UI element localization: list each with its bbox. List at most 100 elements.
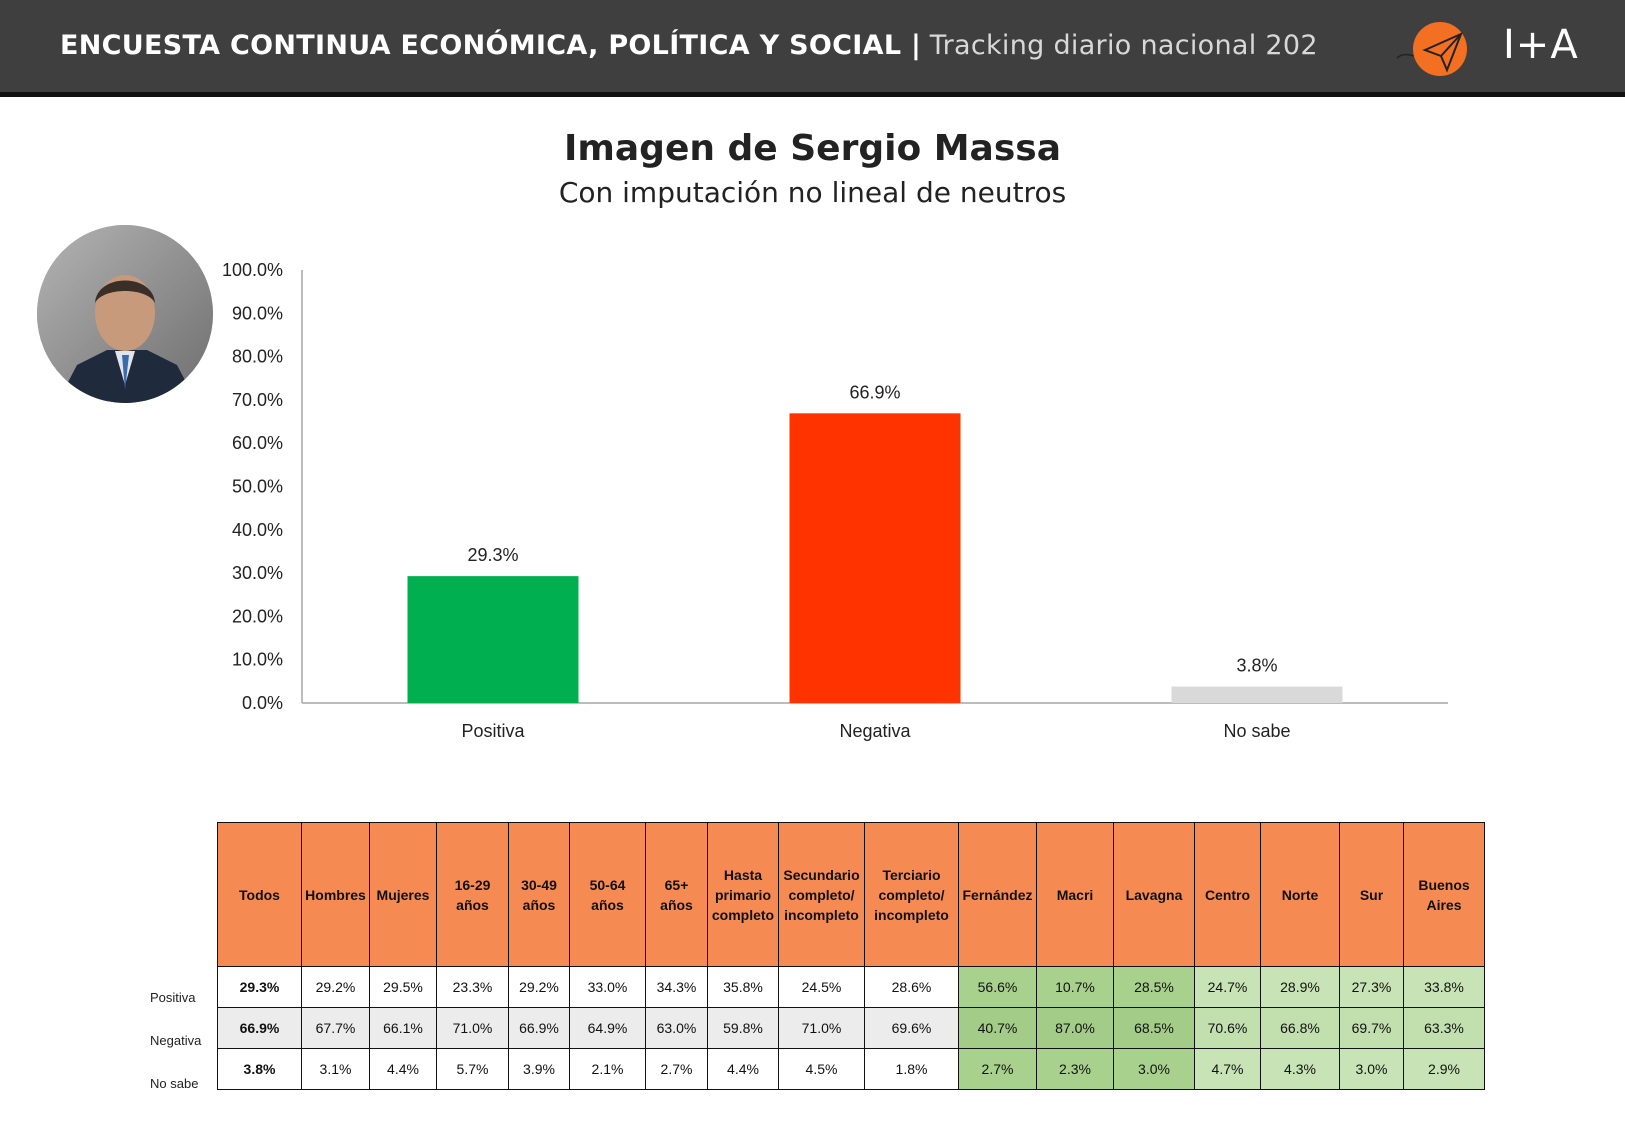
table-cell: 29.3% <box>217 966 302 1008</box>
x-tick-label-no-sabe: No sabe <box>1223 721 1290 741</box>
table-row: 29.3% 29.2% 29.5% 23.3% 29.2% 33.0% 34.3% 35.8%… <box>217 966 1485 1008</box>
table-cell: 28.9% <box>1260 966 1340 1008</box>
table-row: 3.8% 3.1% 4.4% 5.7% 3.9% 2.1% 2.7% 4.4% 4.5% 1.8%… <box>217 1048 1485 1090</box>
bar-positiva <box>407 576 579 703</box>
chart-title: Imagen de Sergio Massa <box>563 128 1061 169</box>
y-tick-label: 50.0% <box>232 477 283 497</box>
data-label-positiva: 29.3% <box>467 545 518 565</box>
table-cell: 3.0% <box>1113 1048 1195 1090</box>
table-cell: 29.5% <box>369 966 437 1008</box>
table-cell: 33.0% <box>569 966 646 1008</box>
column-header: 16-29 años <box>436 822 509 967</box>
table-cell: 56.6% <box>958 966 1037 1008</box>
table-cell: 3.8% <box>217 1048 302 1090</box>
table-cell: 4.4% <box>707 1048 779 1090</box>
table-cell: 87.0% <box>1036 1007 1114 1049</box>
table-cell: 70.6% <box>1194 1007 1261 1049</box>
table-cell: 3.9% <box>508 1048 570 1090</box>
row-label-negativa: Negativa <box>150 1033 202 1048</box>
table-cell: 2.7% <box>958 1048 1037 1090</box>
table-cell: 34.3% <box>645 966 708 1008</box>
header-title-sub: Tracking diario nacional 202 <box>929 30 1318 61</box>
table-cell: 35.8% <box>707 966 779 1008</box>
column-header: Lavagna <box>1113 822 1195 967</box>
table-cell: 2.7% <box>645 1048 708 1090</box>
x-axis-labels: Positiva Negativa No sabe <box>461 721 1290 741</box>
y-tick-label: 0.0% <box>242 693 283 713</box>
table-cell: 71.0% <box>778 1007 865 1049</box>
row-label-no-sabe: No sabe <box>150 1076 199 1091</box>
y-tick-label: 100.0% <box>222 260 283 280</box>
table-cell: 28.5% <box>1113 966 1195 1008</box>
paper-plane-logo-icon <box>1396 22 1467 76</box>
y-tick-label: 80.0% <box>232 347 283 367</box>
y-tick-label: 70.0% <box>232 390 283 410</box>
logo-text: I+A <box>1503 22 1579 68</box>
table-cell: 4.4% <box>369 1048 437 1090</box>
y-tick-label: 40.0% <box>232 520 283 540</box>
table-cell: 29.2% <box>508 966 570 1008</box>
table-cell: 4.3% <box>1260 1048 1340 1090</box>
table-cell: 66.1% <box>369 1007 437 1049</box>
table-cell: 4.5% <box>778 1048 865 1090</box>
column-header: Hasta primario completo <box>707 822 779 967</box>
bars-group: 29.3% 66.9% 3.8% <box>407 382 1343 703</box>
table-cell: 24.5% <box>778 966 865 1008</box>
table-cell: 33.8% <box>1403 966 1485 1008</box>
header-title: ENCUESTA CONTINUA ECONÓMICA, POLÍTICA Y … <box>60 30 1318 61</box>
y-tick-label: 90.0% <box>232 303 283 323</box>
table-cell: 2.9% <box>1403 1048 1485 1090</box>
portrait-photo <box>37 225 213 403</box>
table-row: 66.9% 67.7% 66.1% 71.0% 66.9% 64.9% 63.0% 59.8%… <box>217 1007 1485 1049</box>
column-header: Secundario completo/ incompleto <box>778 822 865 967</box>
table-cell: 63.0% <box>645 1007 708 1049</box>
bar-no-sabe <box>1171 686 1343 703</box>
table-cell: 59.8% <box>707 1007 779 1049</box>
table-cell: 71.0% <box>436 1007 509 1049</box>
column-header: 50-64 años <box>569 822 646 967</box>
table-cell: 3.1% <box>301 1048 370 1090</box>
table-cell: 29.2% <box>301 966 370 1008</box>
y-tick-label: 60.0% <box>232 433 283 453</box>
table-cell: 4.7% <box>1194 1048 1261 1090</box>
header-title-main: ENCUESTA CONTINUA ECONÓMICA, POLÍTICA Y … <box>60 30 922 61</box>
x-tick-label-positiva: Positiva <box>461 721 525 741</box>
column-header: Centro <box>1194 822 1261 967</box>
table-cell: 63.3% <box>1403 1007 1485 1049</box>
table-cell: 64.9% <box>569 1007 646 1049</box>
column-header: Terciario completo/ incompleto <box>864 822 959 967</box>
table-cell: 67.7% <box>301 1007 370 1049</box>
crosstab-table: Todos Hombres Mujeres 16-29 años 30-49 años 5… <box>217 822 1485 1090</box>
table-cell: 40.7% <box>958 1007 1037 1049</box>
x-tick-label-negativa: Negativa <box>839 721 911 741</box>
table-cell: 69.6% <box>864 1007 959 1049</box>
table-cell: 27.3% <box>1339 966 1404 1008</box>
column-header: Hombres <box>301 822 370 967</box>
column-header: Todos <box>217 822 302 967</box>
y-tick-label: 20.0% <box>232 606 283 626</box>
table-cell: 2.3% <box>1036 1048 1114 1090</box>
column-header: 30-49 años <box>508 822 570 967</box>
header-bar: ENCUESTA CONTINUA ECONÓMICA, POLÍTICA Y … <box>0 0 1625 97</box>
column-header: Sur <box>1339 822 1404 967</box>
person-photo-icon <box>37 225 213 403</box>
table-cell: 28.6% <box>864 966 959 1008</box>
table-header-row: Todos Hombres Mujeres 16-29 años 30-49 años 5… <box>217 822 1485 967</box>
column-header: 65+ años <box>645 822 708 967</box>
bar-chart: 0.0% 10.0% 20.0% 30.0% 40.0% 50.0% 60.0% 70.0% 8… <box>222 260 1448 741</box>
column-header: Buenos Aires <box>1403 822 1485 967</box>
y-tick-label: 30.0% <box>232 563 283 583</box>
data-label-negativa: 66.9% <box>849 382 900 402</box>
column-header: Mujeres <box>369 822 437 967</box>
table-cell: 66.9% <box>508 1007 570 1049</box>
table-cell: 10.7% <box>1036 966 1114 1008</box>
column-header: Macri <box>1036 822 1114 967</box>
column-header: Norte <box>1260 822 1340 967</box>
row-label-positiva: Positiva <box>150 990 196 1005</box>
table-cell: 5.7% <box>436 1048 509 1090</box>
bar-negativa <box>789 413 961 703</box>
table-cell: 69.7% <box>1339 1007 1404 1049</box>
table-body: 29.3% 29.2% 29.5% 23.3% 29.2% 33.0% 34.3% 35.8%… <box>217 966 1485 1090</box>
table-cell: 24.7% <box>1194 966 1261 1008</box>
table-cell: 1.8% <box>864 1048 959 1090</box>
